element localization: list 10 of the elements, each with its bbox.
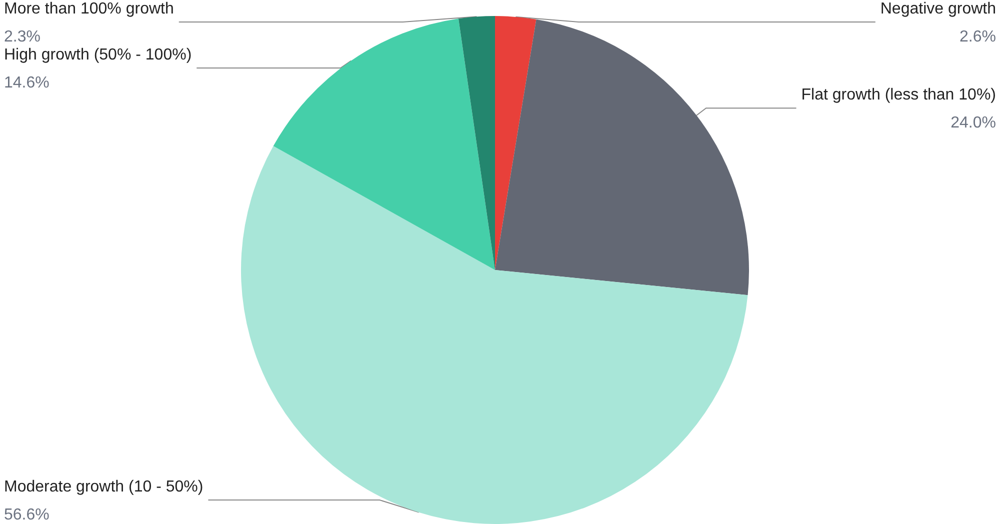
data-label: 2.3% xyxy=(4,28,40,46)
slice-label: Flat growth (less than 10%) xyxy=(801,86,996,104)
slice-label: Negative growth xyxy=(880,0,996,18)
data-label: 56.6% xyxy=(4,506,50,524)
slice-label: High growth (50% - 100%) xyxy=(4,46,192,64)
data-label: 24.0% xyxy=(950,114,996,132)
slice-label: More than 100% growth xyxy=(4,0,174,18)
data-label: 14.6% xyxy=(4,74,50,92)
slice-label: Moderate growth (10 - 50%) xyxy=(4,478,204,496)
data-label: 2.6% xyxy=(960,28,996,46)
